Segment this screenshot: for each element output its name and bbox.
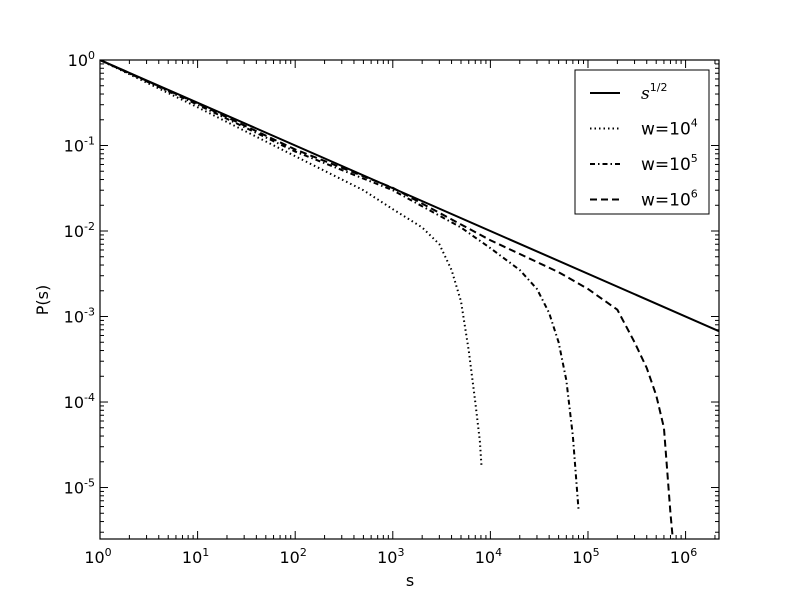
series-line-2 — [100, 60, 483, 466]
series-line-4 — [100, 60, 674, 539]
legend-exp: 1/2 — [650, 81, 668, 94]
y-tick-label-base: 10 — [68, 51, 88, 70]
x-tick-label: 101 — [182, 546, 209, 567]
y-tick-label-base: 10 — [64, 137, 84, 156]
x-tick-label-base: 10 — [280, 548, 300, 567]
y-tick-label: 10-4 — [64, 391, 95, 412]
x-tick-label-exp: 3 — [397, 546, 404, 559]
x-tick-label: 100 — [84, 546, 111, 567]
legend-label-4: w=106 — [641, 188, 698, 211]
y-tick-label-base: 10 — [64, 479, 84, 498]
x-tick-label: 104 — [475, 546, 502, 567]
legend-base: 10 — [669, 155, 691, 175]
x-tick-label-base: 10 — [182, 548, 202, 567]
x-tick-label-base: 10 — [377, 548, 397, 567]
y-tick-label: 10-1 — [64, 135, 95, 156]
legend-prefix: w= — [641, 191, 669, 211]
x-tick-label: 105 — [572, 546, 599, 567]
x-tick-label-exp: 5 — [593, 546, 600, 559]
y-tick-label-base: 10 — [64, 393, 84, 412]
y-tick-label: 10-5 — [64, 477, 95, 498]
y-tick-label-base: 10 — [64, 222, 84, 241]
legend-prefix: w= — [641, 155, 669, 175]
legend-exp: 4 — [691, 117, 698, 130]
x-tick-label-base: 10 — [572, 548, 592, 567]
legend-exp: 6 — [691, 188, 698, 201]
x-tick-label-exp: 4 — [495, 546, 502, 559]
y-tick-label-exp: -5 — [84, 477, 95, 490]
legend-label-1: s1/2 — [641, 81, 667, 104]
y-tick-label: 10-2 — [64, 220, 95, 241]
y-tick-label: 100 — [68, 49, 95, 70]
legend-base: 10 — [669, 120, 691, 140]
series-line-3 — [100, 60, 580, 510]
x-tick-label-base: 10 — [475, 548, 495, 567]
x-tick-label: 102 — [280, 546, 307, 567]
y-tick-label-exp: 0 — [88, 49, 95, 62]
tick-layer: 100 101 102 103 104 105 10610010-110-210-310-4… — [64, 49, 719, 567]
x-tick-label-exp: 2 — [300, 546, 307, 559]
x-tick-label-exp: 1 — [202, 546, 209, 559]
y-tick-label-exp: -3 — [84, 306, 95, 319]
y-tick-label-exp: -4 — [84, 391, 95, 404]
y-tick-label: 10-3 — [64, 306, 95, 327]
y-tick-label-exp: -2 — [84, 220, 95, 233]
legend-label-3: w=105 — [641, 152, 698, 175]
y-tick-label-exp: -1 — [84, 135, 95, 148]
legend-prefix: w= — [641, 120, 669, 140]
legend-base: s — [641, 84, 650, 104]
x-tick-label-base: 10 — [670, 548, 690, 567]
y-tick-label-base: 10 — [64, 308, 84, 327]
x-tick-label-base: 10 — [84, 548, 104, 567]
plot-frame — [99, 59, 720, 540]
x-tick-label: 106 — [670, 546, 697, 567]
x-tick-label-exp: 0 — [105, 546, 112, 559]
x-tick-label: 103 — [377, 546, 404, 567]
legend-base: 10 — [669, 191, 691, 211]
legend-label-2: w=104 — [641, 117, 698, 140]
series-layer — [100, 60, 719, 539]
legend-exp: 5 — [691, 152, 698, 165]
x-tick-label-exp: 6 — [690, 546, 697, 559]
x-axis-label: s — [406, 571, 414, 590]
y-axis-label: P(s) — [33, 285, 52, 315]
